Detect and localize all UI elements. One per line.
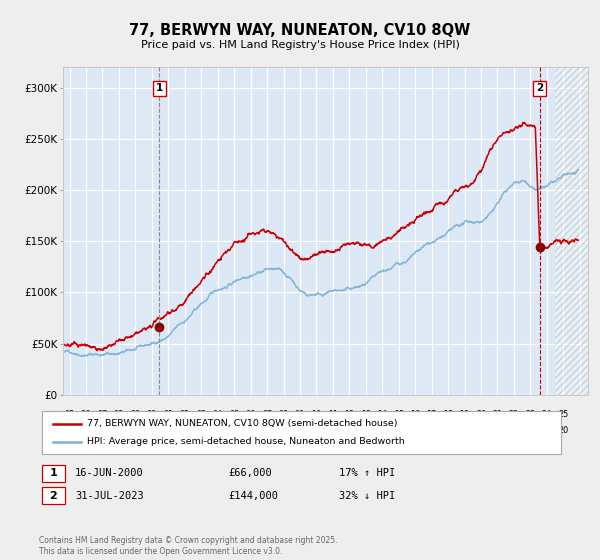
Text: 20: 20 bbox=[394, 426, 404, 435]
Text: 17% ↑ HPI: 17% ↑ HPI bbox=[339, 468, 395, 478]
Text: 14: 14 bbox=[377, 409, 387, 418]
Text: 19: 19 bbox=[130, 426, 140, 435]
Text: 05: 05 bbox=[229, 409, 239, 418]
Text: 19: 19 bbox=[97, 426, 107, 435]
Text: 01: 01 bbox=[163, 409, 173, 418]
Text: 1: 1 bbox=[50, 468, 57, 478]
Text: 16: 16 bbox=[410, 409, 420, 418]
Text: 20: 20 bbox=[147, 426, 157, 435]
Text: 22: 22 bbox=[509, 409, 519, 418]
Text: 16-JUN-2000: 16-JUN-2000 bbox=[75, 468, 144, 478]
Text: 20: 20 bbox=[558, 426, 568, 435]
Text: 99: 99 bbox=[130, 409, 140, 418]
Text: 19: 19 bbox=[65, 426, 74, 435]
Text: 20: 20 bbox=[278, 426, 289, 435]
Text: 96: 96 bbox=[81, 409, 91, 418]
Text: 2: 2 bbox=[50, 491, 57, 501]
Text: 95: 95 bbox=[64, 409, 75, 418]
Text: 12: 12 bbox=[344, 409, 355, 418]
Text: 06: 06 bbox=[245, 409, 256, 418]
Text: £144,000: £144,000 bbox=[228, 491, 278, 501]
Text: 25: 25 bbox=[558, 409, 568, 418]
Text: 31-JUL-2023: 31-JUL-2023 bbox=[75, 491, 144, 501]
Text: Contains HM Land Registry data © Crown copyright and database right 2025.
This d: Contains HM Land Registry data © Crown c… bbox=[39, 536, 337, 556]
Text: 08: 08 bbox=[278, 409, 289, 418]
Text: 10: 10 bbox=[311, 409, 322, 418]
Text: 21: 21 bbox=[493, 409, 503, 418]
Text: 20: 20 bbox=[196, 426, 206, 435]
Text: 11: 11 bbox=[328, 409, 338, 418]
Text: 13: 13 bbox=[361, 409, 371, 418]
Text: 18: 18 bbox=[443, 409, 453, 418]
Text: 20: 20 bbox=[344, 426, 355, 435]
Text: 20: 20 bbox=[163, 426, 173, 435]
Text: 2: 2 bbox=[536, 83, 544, 94]
Text: 32% ↓ HPI: 32% ↓ HPI bbox=[339, 491, 395, 501]
Text: 03: 03 bbox=[196, 409, 206, 418]
Text: 15: 15 bbox=[394, 409, 404, 418]
Text: 02: 02 bbox=[180, 409, 190, 418]
Text: 17: 17 bbox=[427, 409, 437, 418]
Text: 07: 07 bbox=[262, 409, 272, 418]
Text: 98: 98 bbox=[114, 409, 124, 418]
Text: 20: 20 bbox=[460, 426, 470, 435]
Text: 20: 20 bbox=[542, 426, 552, 435]
Text: 20: 20 bbox=[476, 426, 486, 435]
Text: 20: 20 bbox=[410, 426, 420, 435]
Text: 20: 20 bbox=[311, 426, 322, 435]
Text: 19: 19 bbox=[81, 426, 91, 435]
Text: Price paid vs. HM Land Registry's House Price Index (HPI): Price paid vs. HM Land Registry's House … bbox=[140, 40, 460, 50]
Text: 00: 00 bbox=[147, 409, 157, 418]
Text: 20: 20 bbox=[427, 426, 437, 435]
Text: 20: 20 bbox=[245, 426, 256, 435]
Text: £66,000: £66,000 bbox=[228, 468, 272, 478]
Text: 20: 20 bbox=[212, 426, 223, 435]
Text: 20: 20 bbox=[526, 426, 535, 435]
Bar bbox=[555, 67, 588, 395]
Text: 20: 20 bbox=[180, 426, 190, 435]
Text: 20: 20 bbox=[443, 426, 453, 435]
Text: 04: 04 bbox=[213, 409, 223, 418]
Text: 23: 23 bbox=[526, 409, 535, 418]
Text: 20: 20 bbox=[229, 426, 239, 435]
Text: 20: 20 bbox=[262, 426, 272, 435]
Text: 20: 20 bbox=[509, 426, 519, 435]
Text: 20: 20 bbox=[328, 426, 338, 435]
Text: 24: 24 bbox=[542, 409, 552, 418]
Text: 19: 19 bbox=[460, 409, 470, 418]
Text: 77, BERWYN WAY, NUNEATON, CV10 8QW: 77, BERWYN WAY, NUNEATON, CV10 8QW bbox=[130, 24, 470, 38]
Text: 20: 20 bbox=[295, 426, 305, 435]
Text: 19: 19 bbox=[114, 426, 124, 435]
Text: 1: 1 bbox=[156, 83, 163, 94]
Text: 97: 97 bbox=[97, 409, 107, 418]
Text: 77, BERWYN WAY, NUNEATON, CV10 8QW (semi-detached house): 77, BERWYN WAY, NUNEATON, CV10 8QW (semi… bbox=[87, 419, 398, 428]
Text: 20: 20 bbox=[361, 426, 371, 435]
Text: 20: 20 bbox=[493, 426, 503, 435]
Text: 20: 20 bbox=[377, 426, 388, 435]
Text: 09: 09 bbox=[295, 409, 305, 418]
Text: HPI: Average price, semi-detached house, Nuneaton and Bedworth: HPI: Average price, semi-detached house,… bbox=[87, 437, 405, 446]
Text: 20: 20 bbox=[476, 409, 486, 418]
